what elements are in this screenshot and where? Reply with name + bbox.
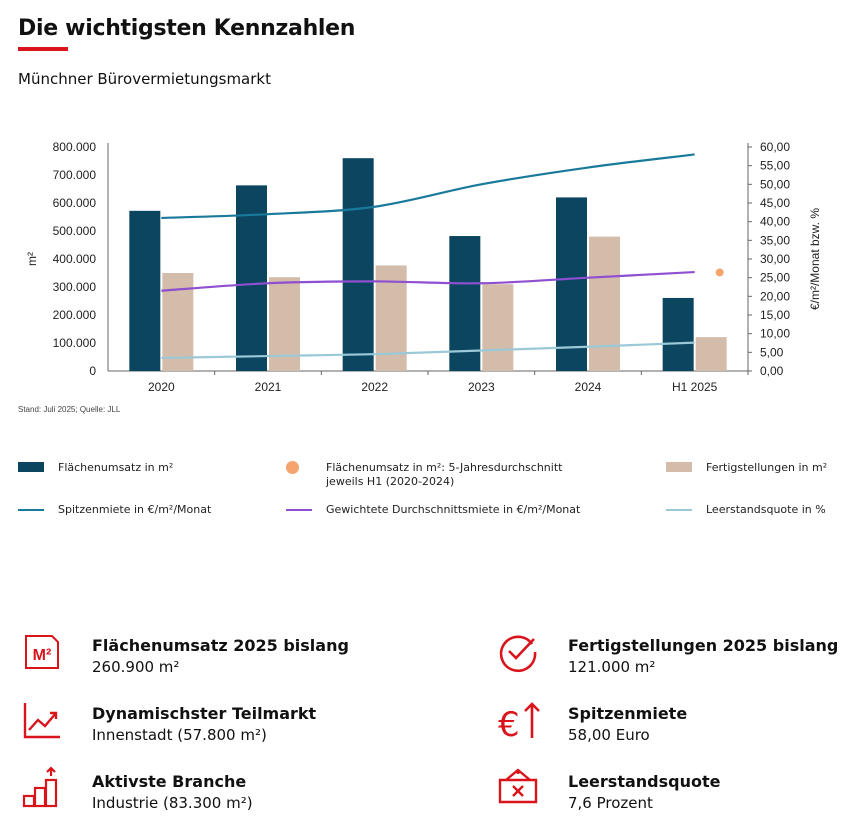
legend-line [286,509,312,511]
bar-flaechenumsatz [556,197,587,371]
right-tick-label: 10,00 [760,327,790,341]
kpi-title: Leerstandsquote [568,772,721,791]
point-5-year-average [715,268,724,277]
bar-flaechenumsatz [662,297,694,371]
page-subtitle: Münchner Bürovermietungsmarkt [18,70,271,88]
legend-label: Flächenumsatz in m² [58,461,174,474]
legend-label: Spitzenmiete in €/m²/Monat [58,503,212,516]
right-tick-label: 50,00 [760,177,790,191]
kpi-teilmarkt: Dynamischster Teilmarkt Innenstadt (57.80… [20,698,350,758]
kpi-title: Dynamischster Teilmarkt [92,704,317,723]
m2-icon: M² [20,630,64,674]
left-tick-label: 100.000 [53,336,97,350]
bar-flaechenumsatz [129,210,161,371]
x-tick-label: 2021 [255,380,282,394]
legend-swatch [666,462,692,472]
vacancy-sign-icon [496,766,540,810]
legend-label: Flächenumsatz in m²: 5-Jahresdurchschnit… [326,461,563,488]
kpi-flaechenumsatz: M² Flächenumsatz 2025 bislang 260.900 m² [20,630,350,690]
legend-label: Gewichtete Durchschnittsmiete in €/m²/Mo… [326,503,581,516]
right-tick-label: 35,00 [760,233,790,247]
left-tick-label: 0 [89,364,96,378]
kpi-value: Industrie (83.300 m²) [92,794,253,812]
right-tick-label: 60,00 [760,140,790,154]
x-tick-label: 2023 [468,380,495,394]
bar-fertigstellungen [482,284,514,371]
checkmark-circle-icon [496,630,540,674]
line-leerstandsquote [161,341,695,360]
left-tick-label: 800.000 [53,140,97,154]
kpi-fertigstellungen: Fertigstellungen 2025 bislang 121.000 m² [496,630,838,690]
left-tick-label: 500.000 [53,224,97,238]
kpi-spitzenmiete: € Spitzenmiete 58,00 Euro [496,698,826,758]
left-tick-label: 200.000 [53,308,97,322]
kpi-branche: Aktivste Branche Industrie (83.300 m²) [20,766,350,826]
bar-fertigstellungen [589,236,620,371]
chart-source-note: Stand: Juli 2025; Quelle: JLL [18,405,121,414]
euro-up-icon: € [496,698,540,745]
x-tick-label: 2020 [148,380,175,394]
right-tick-label: 55,00 [760,159,790,173]
left-tick-label: 700.000 [53,168,97,182]
kpi-title: Aktivste Branche [92,772,247,791]
bar-flaechenumsatz [236,185,267,371]
kpi-value: 58,00 Euro [568,726,650,744]
right-tick-label: 15,00 [760,308,790,322]
legend-line [666,509,692,511]
kpi-title: Spitzenmiete [568,704,688,723]
right-tick-label: 25,00 [760,271,790,285]
right-axis-label: €/m²/Monat bzw. % [808,208,822,310]
kpi-value: 121.000 m² [568,658,656,676]
kpi-value: Innenstadt (57.800 m²) [92,726,267,744]
legend-label: Fertigstellungen in m² [706,461,828,474]
legend-swatch [18,462,44,472]
svg-text:M²: M² [33,647,52,664]
right-tick-label: 5,00 [760,345,784,359]
kpi-value: 260.900 m² [92,658,180,676]
legend-dot [286,461,299,474]
right-tick-label: 45,00 [760,196,790,210]
trend-chart-icon [20,698,64,742]
x-tick-label: 2022 [361,380,388,394]
right-tick-label: 20,00 [760,289,790,303]
svg-text:€: € [498,705,520,742]
kpi-title: Flächenumsatz 2025 bislang [92,636,349,655]
left-tick-label: 400.000 [53,252,97,266]
page-title: Die wichtigsten Kennzahlen [18,16,356,41]
bar-flaechenumsatz [342,158,374,371]
x-tick-label: H1 2025 [672,380,718,394]
kpi-value: 7,6 Prozent [568,794,653,812]
title-underline [18,47,68,51]
x-tick-label: 2024 [575,380,602,394]
right-tick-label: 0,00 [760,364,784,378]
legend-line [18,509,44,511]
line-spitzenmiete [161,153,695,220]
right-tick-label: 30,00 [760,252,790,266]
bar-steps-icon [20,766,64,810]
kpi-title: Fertigstellungen 2025 bislang [568,636,839,655]
bar-flaechenumsatz [449,236,481,371]
kpi-leerstandsquote: Leerstandsquote 7,6 Prozent [496,766,826,826]
right-tick-label: 40,00 [760,215,790,229]
bar-fertigstellungen [695,337,727,371]
left-axis-label: m² [25,252,39,266]
chart-area: 0 100.000 200.000 300.000 400.000 500.000 600.… [18,140,822,414]
legend-label: Leerstandsquote in % [706,503,826,516]
left-tick-label: 600.000 [53,196,97,210]
line-durchschnittsmiete [161,270,695,292]
left-tick-label: 300.000 [53,280,97,294]
